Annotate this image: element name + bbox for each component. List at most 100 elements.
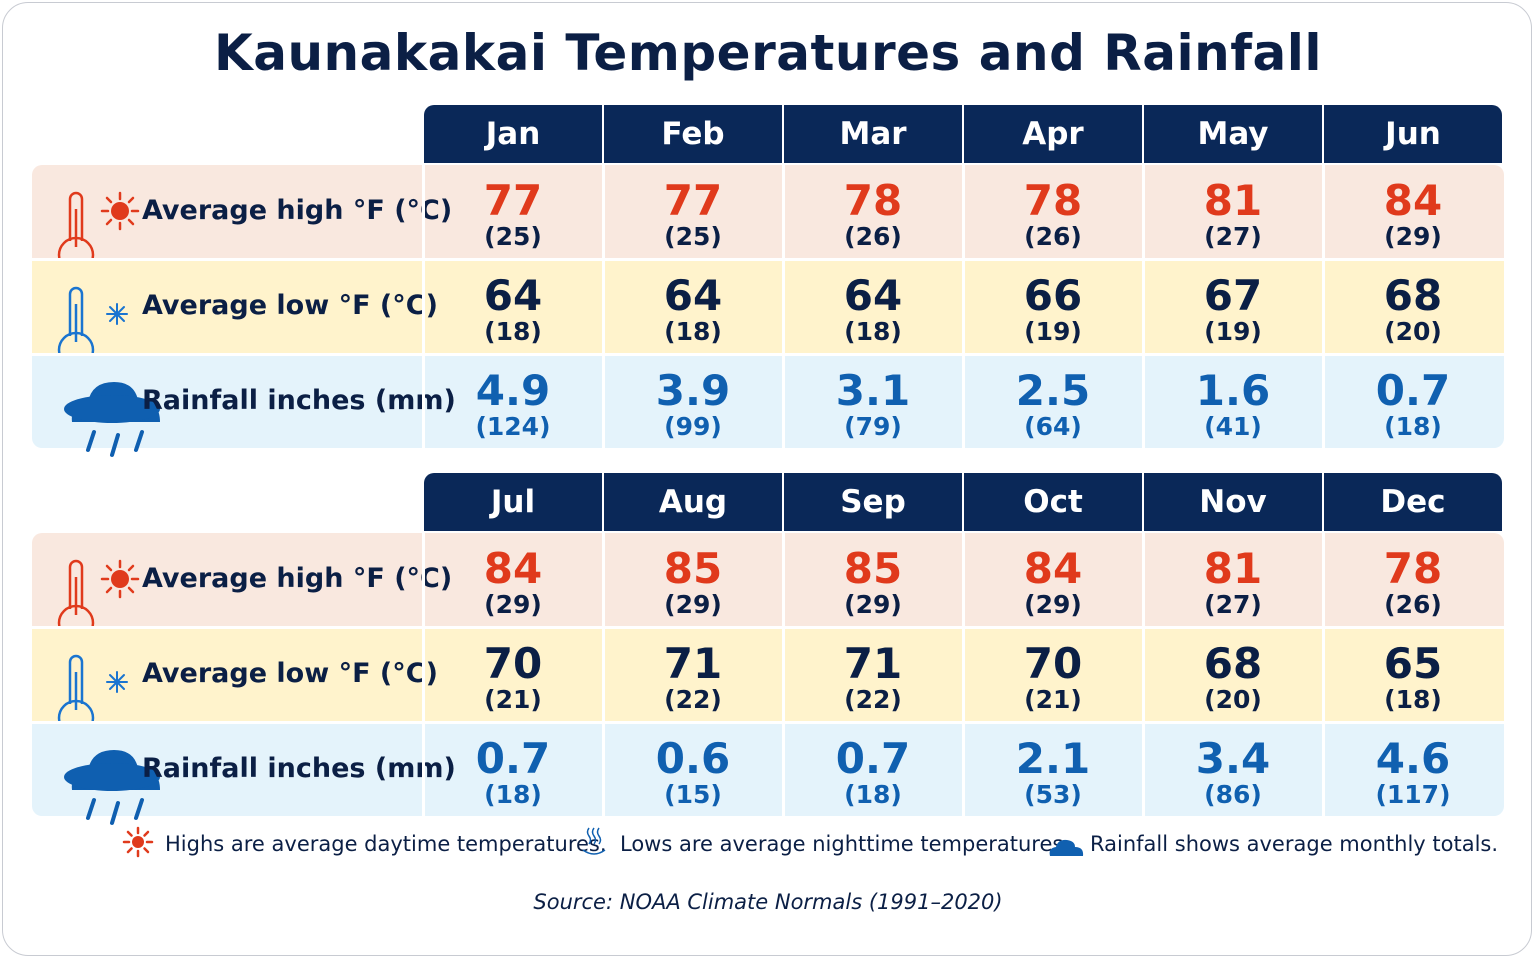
- month-header-aug: Aug: [604, 473, 782, 531]
- month-header-jun: Jun: [1324, 105, 1502, 163]
- cell-value: 78: [843, 176, 903, 225]
- cell-high-jan: 77 (25): [424, 179, 602, 251]
- cell-value: 81: [1203, 544, 1263, 593]
- cell-rain-jul: 0.7 (18): [424, 737, 602, 809]
- cell-value: 85: [663, 544, 723, 593]
- cell-value: 77: [483, 176, 543, 225]
- column-divider: [422, 165, 425, 448]
- column-divider: [602, 533, 605, 816]
- cell-rain-jan: 4.9 (124): [424, 369, 602, 441]
- row-low: Average low °F (°C): [32, 628, 1504, 737]
- row-divider: [32, 353, 1504, 356]
- cell-subvalue: (29): [1384, 222, 1442, 251]
- cell-high-mar: 78 (26): [784, 179, 962, 251]
- cell-value: 81: [1203, 176, 1263, 225]
- cell-rain-may: 1.6 (41): [1144, 369, 1322, 441]
- cell-value: 84: [483, 544, 543, 593]
- row-divider: [32, 258, 1504, 261]
- row-rain: Rainfall inches (mm): [32, 355, 1504, 457]
- cell-subvalue: (26): [1024, 222, 1082, 251]
- cell-value: 0.7: [835, 734, 911, 783]
- column-divider: [1322, 165, 1325, 448]
- cell-subvalue: (79): [844, 412, 902, 441]
- sun-icon: [122, 826, 154, 858]
- cell-subvalue: (21): [1024, 685, 1082, 714]
- column-divider: [782, 533, 785, 816]
- rain-cloud-icon: [42, 715, 172, 839]
- row-label-high: Average high °F (°C): [142, 195, 453, 226]
- cell-subvalue: (20): [1384, 317, 1442, 346]
- chart-title: Kaunakakai Temperatures and Rainfall: [213, 24, 1323, 82]
- cell-value: 3.4: [1195, 734, 1271, 783]
- cell-subvalue: (22): [844, 685, 902, 714]
- cell-subvalue: (21): [484, 685, 542, 714]
- cell-rain-dec: 4.6 (117): [1324, 737, 1502, 809]
- cell-low-oct: 70 (21): [964, 642, 1142, 714]
- cell-value: 1.6: [1195, 366, 1271, 415]
- cell-subvalue: (19): [1204, 317, 1262, 346]
- cell-subvalue: (18): [1384, 412, 1442, 441]
- cell-value: 64: [483, 271, 543, 320]
- cell-rain-oct: 2.1 (53): [964, 737, 1142, 809]
- cell-value: 4.6: [1375, 734, 1451, 783]
- cell-value: 3.1: [835, 366, 911, 415]
- cell-high-aug: 85 (29): [604, 547, 782, 619]
- cell-value: 85: [843, 544, 903, 593]
- cell-value: 78: [1383, 544, 1443, 593]
- month-header-mar: Mar: [784, 105, 962, 163]
- row-high: Average high °F (°C): [32, 165, 1504, 274]
- row-label-rain: Rainfall inches (mm): [142, 753, 456, 784]
- cell-subvalue: (29): [1024, 590, 1082, 619]
- row-label-low: Average low °F (°C): [142, 290, 438, 321]
- cell-subvalue: (26): [1384, 590, 1442, 619]
- cell-value: 78: [1023, 176, 1083, 225]
- footnotes: Highs are average daytime temperatures. …: [0, 822, 1536, 866]
- column-divider: [962, 533, 965, 816]
- cell-value: 3.9: [655, 366, 731, 415]
- cell-value: 70: [483, 639, 543, 688]
- cell-subvalue: (25): [664, 222, 722, 251]
- cell-subvalue: (15): [664, 780, 722, 809]
- cell-value: 70: [1023, 639, 1083, 688]
- cell-value: 77: [663, 176, 723, 225]
- cell-subvalue: (117): [1375, 780, 1451, 809]
- cell-rain-mar: 3.1 (79): [784, 369, 962, 441]
- cell-high-jul: 84 (29): [424, 547, 602, 619]
- cell-subvalue: (124): [475, 412, 551, 441]
- column-divider: [962, 165, 965, 448]
- cell-value: 2.5: [1015, 366, 1091, 415]
- cloud-icon: [1049, 839, 1084, 856]
- cell-value: 65: [1383, 639, 1443, 688]
- month-header-nov: Nov: [1144, 473, 1322, 531]
- cell-rain-apr: 2.5 (64): [964, 369, 1142, 441]
- cell-value: 64: [663, 271, 723, 320]
- cell-rain-jun: 0.7 (18): [1324, 369, 1502, 441]
- cell-low-jul: 70 (21): [424, 642, 602, 714]
- cell-value: 71: [843, 639, 903, 688]
- cell-subvalue: (22): [664, 685, 722, 714]
- column-divider: [602, 165, 605, 448]
- cell-low-jan: 64 (18): [424, 274, 602, 346]
- cell-high-dec: 78 (26): [1324, 547, 1502, 619]
- cell-subvalue: (19): [1024, 317, 1082, 346]
- cell-subvalue: (18): [1384, 685, 1442, 714]
- cell-low-apr: 66 (19): [964, 274, 1142, 346]
- column-divider: [422, 533, 425, 816]
- month-header-oct: Oct: [964, 473, 1142, 531]
- cell-subvalue: (29): [484, 590, 542, 619]
- heat-waves-icon: [582, 827, 606, 855]
- table-block-1: Average high °F (°C) Average low °F (°C) R…: [0, 105, 1536, 457]
- month-header-apr: Apr: [964, 105, 1142, 163]
- cell-value: 68: [1383, 271, 1443, 320]
- row-label-rain: Rainfall inches (mm): [142, 385, 456, 416]
- row-label-low: Average low °F (°C): [142, 658, 438, 689]
- cell-rain-sep: 0.7 (18): [784, 737, 962, 809]
- cell-subvalue: (41): [1204, 412, 1262, 441]
- cell-subvalue: (53): [1024, 780, 1082, 809]
- footnote-rainfall: Rainfall shows average monthly totals.: [1090, 832, 1499, 856]
- cell-value: 64: [843, 271, 903, 320]
- cell-high-jun: 84 (29): [1324, 179, 1502, 251]
- cell-value: 0.6: [655, 734, 731, 783]
- rain-cloud-icon: [42, 347, 172, 471]
- cell-subvalue: (27): [1204, 590, 1262, 619]
